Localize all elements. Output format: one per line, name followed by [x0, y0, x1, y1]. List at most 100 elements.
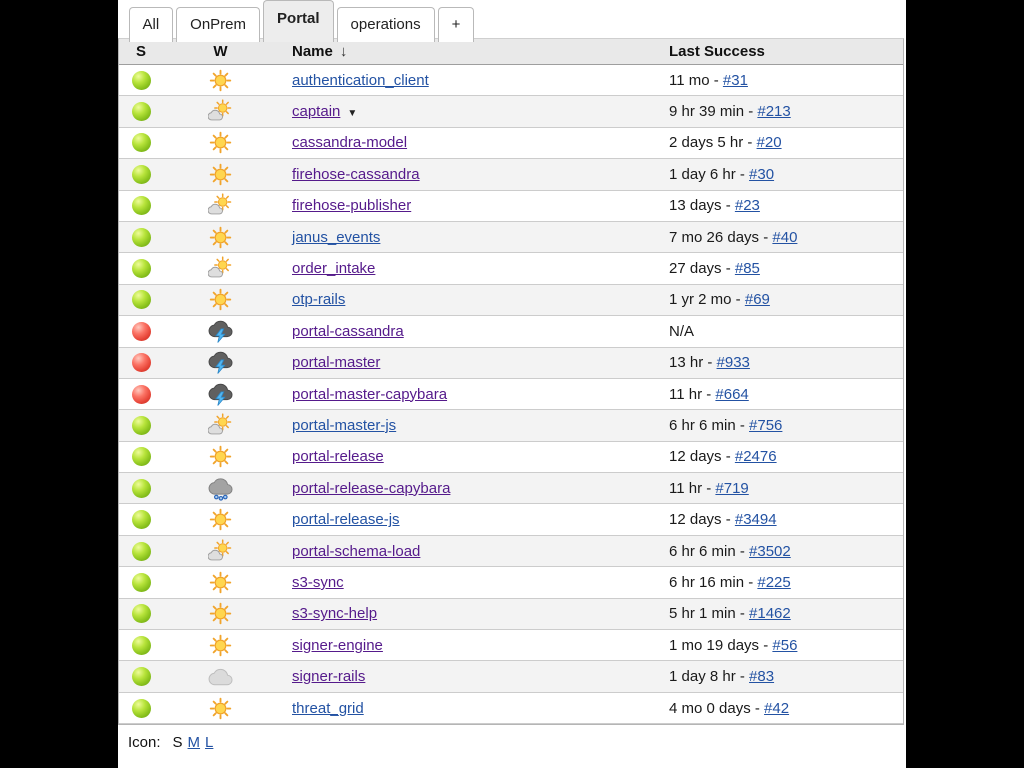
weather-cell	[163, 570, 278, 595]
column-header-name[interactable]: Name ↓	[278, 43, 652, 60]
build-number-link[interactable]: #30	[749, 165, 775, 183]
build-number-link[interactable]: #20	[756, 134, 782, 152]
job-link[interactable]: portal-master	[292, 354, 381, 372]
job-menu-caret-icon[interactable]: ▼	[347, 108, 358, 120]
table-row: portal-schema-load 6 hr 6 min - #3502	[119, 535, 903, 568]
tab-operations[interactable]: operations	[336, 7, 435, 42]
status-green-ball-icon[interactable]	[131, 572, 151, 592]
name-cell: portal-release-js	[278, 511, 652, 528]
status-green-ball-icon[interactable]	[131, 667, 151, 687]
name-cell: portal-schema-load	[278, 543, 652, 560]
last-success-time: 11 hr -	[669, 385, 716, 403]
job-link[interactable]: authentication_client	[292, 71, 429, 89]
tab-add-view[interactable]: +	[437, 7, 475, 42]
tab-onprem[interactable]: OnPrem	[176, 7, 261, 42]
build-number-link[interactable]: #83	[749, 668, 775, 686]
job-link[interactable]: s3-sync	[292, 573, 344, 591]
weather-cell	[163, 664, 278, 689]
status-green-ball-icon[interactable]	[131, 227, 151, 247]
job-link[interactable]: portal-release	[292, 448, 384, 466]
build-number-link[interactable]: #213	[757, 103, 791, 121]
weather-cell	[163, 413, 278, 438]
build-number-link[interactable]: #69	[744, 291, 770, 309]
last-success-cell: 11 hr - #719	[652, 480, 903, 497]
status-green-ball-icon[interactable]	[131, 478, 151, 498]
status-green-ball-icon[interactable]	[131, 102, 151, 122]
status-green-ball-icon[interactable]	[131, 290, 151, 310]
build-number-link[interactable]: #2476	[734, 448, 777, 466]
build-number-link[interactable]: #933	[716, 354, 750, 372]
job-link[interactable]: janus_events	[292, 228, 381, 246]
build-number-link[interactable]: #3494	[734, 511, 777, 529]
job-link[interactable]: portal-schema-load	[292, 542, 421, 560]
column-header-status[interactable]: S	[135, 43, 146, 60]
job-link[interactable]: signer-engine	[292, 636, 383, 654]
status-green-ball-icon[interactable]	[131, 635, 151, 655]
status-red-ball-icon[interactable]	[131, 321, 151, 341]
tab-all[interactable]: All	[128, 7, 174, 42]
last-success-time: 1 day 8 hr -	[669, 668, 750, 686]
build-number-link[interactable]: #756	[749, 416, 783, 434]
last-success-time: 7 mo 26 days -	[669, 228, 773, 246]
build-number-link[interactable]: #85	[734, 260, 760, 278]
table-row: threat_grid 4 mo 0 days - #42	[119, 692, 903, 725]
status-green-ball-icon[interactable]	[131, 196, 151, 216]
status-red-ball-icon[interactable]	[131, 384, 151, 404]
build-number-link[interactable]: #31	[722, 71, 748, 89]
job-link[interactable]: portal-cassandra	[292, 322, 404, 340]
name-cell: s3-sync	[278, 574, 652, 591]
table-row: portal-release-js 12 days - #3494	[119, 504, 903, 536]
dashboard-panel: All OnPrem Portal operations + S W Name ↓ Las…	[118, 0, 906, 768]
job-link[interactable]: order_intake	[292, 260, 376, 278]
column-header-last-success[interactable]: Last Success	[669, 43, 765, 60]
icon-size-m-link[interactable]: M	[187, 734, 201, 751]
table-header-row: S W Name ↓ Last Success	[119, 39, 903, 65]
last-success-time: 6 hr 6 min -	[669, 416, 750, 434]
build-number-link[interactable]: #42	[764, 699, 790, 717]
last-success-cell: 6 hr 16 min - #225	[652, 574, 903, 591]
job-link[interactable]: signer-rails	[292, 668, 366, 686]
job-link[interactable]: portal-release-js	[292, 511, 400, 529]
build-number-link[interactable]: #3502	[749, 542, 791, 560]
job-link[interactable]: portal-release-capybara	[292, 479, 451, 497]
icon-size-l-link[interactable]: L	[205, 734, 214, 751]
status-green-ball-icon[interactable]	[131, 698, 151, 718]
status-green-ball-icon[interactable]	[131, 447, 151, 467]
job-link[interactable]: cassandra-model	[292, 134, 408, 152]
build-number-link[interactable]: #23	[734, 197, 760, 215]
weather-cell	[163, 538, 278, 564]
job-link[interactable]: portal-master-capybara	[292, 385, 448, 403]
status-green-ball-icon[interactable]	[131, 415, 151, 435]
status-green-ball-icon[interactable]	[131, 164, 151, 184]
build-number-link[interactable]: #1462	[749, 605, 791, 623]
build-number-link[interactable]: #56	[772, 636, 798, 654]
build-number-link[interactable]: #225	[757, 573, 791, 591]
job-link[interactable]: firehose-cassandra	[292, 165, 420, 183]
weather-cell	[163, 256, 278, 281]
table-row: janus_events 7 mo 26 days - #40	[119, 221, 903, 254]
status-green-ball-icon[interactable]	[131, 541, 151, 561]
job-link[interactable]: otp-rails	[292, 291, 346, 309]
status-green-ball-icon[interactable]	[131, 510, 151, 530]
column-header-weather[interactable]: W	[213, 43, 228, 60]
build-number-link[interactable]: #664	[715, 385, 749, 403]
job-link[interactable]: s3-sync-help	[292, 605, 378, 623]
build-number-link[interactable]: #719	[715, 479, 749, 497]
job-link[interactable]: captain	[292, 103, 341, 121]
status-red-ball-icon[interactable]	[131, 353, 151, 373]
status-cell	[119, 321, 163, 341]
last-success-cell: 27 days - #85	[652, 260, 903, 277]
job-link[interactable]: portal-master-js	[292, 416, 397, 434]
weather-sun-icon	[208, 444, 233, 469]
last-success-cell: 9 hr 39 min - #213	[652, 103, 903, 120]
status-green-ball-icon[interactable]	[131, 70, 151, 90]
build-number-link[interactable]: #40	[772, 228, 798, 246]
status-green-ball-icon[interactable]	[131, 604, 151, 624]
job-link[interactable]: firehose-publisher	[292, 197, 412, 215]
sort-descending-icon: ↓	[339, 43, 348, 60]
status-green-ball-icon[interactable]	[131, 259, 151, 279]
tab-portal[interactable]: Portal	[263, 0, 334, 42]
status-green-ball-icon[interactable]	[131, 133, 151, 153]
job-link[interactable]: threat_grid	[292, 699, 364, 717]
table-row: otp-rails 1 yr 2 mo - #69	[119, 284, 903, 317]
